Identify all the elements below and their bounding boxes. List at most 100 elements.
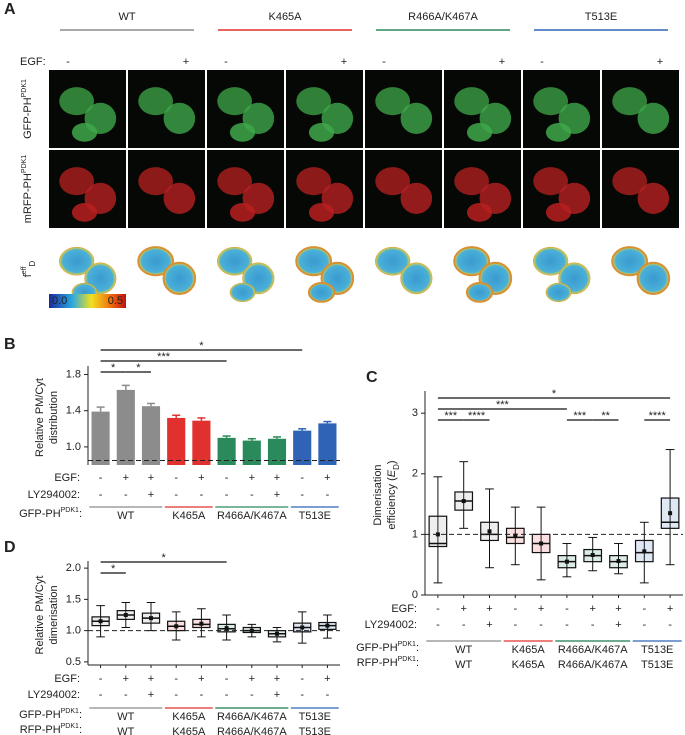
bar xyxy=(116,389,135,465)
mean xyxy=(513,533,518,538)
cell xyxy=(400,102,433,134)
group-label: WT xyxy=(455,644,472,656)
group-label: R466A/K467A xyxy=(217,726,287,735)
cell xyxy=(612,167,648,196)
group-label: R466A/K467A xyxy=(558,659,628,671)
y-tick-label: 1 xyxy=(412,528,418,540)
condition-sign: - xyxy=(225,472,229,484)
cell xyxy=(375,167,411,196)
y-tick-label: 0.5 xyxy=(66,656,81,668)
label-part: PDK1 xyxy=(61,723,79,730)
cell xyxy=(308,203,335,222)
condition-sign: + xyxy=(460,603,466,615)
significance-label: ** xyxy=(601,410,610,422)
condition-sign: - xyxy=(591,619,595,631)
bar xyxy=(242,440,261,465)
group-label: K465A xyxy=(512,644,546,656)
group-label: R466A/K467A xyxy=(558,644,628,656)
y-tick-label: 1.5 xyxy=(66,593,81,605)
label-part: distribution xyxy=(48,391,60,444)
label-part: GFP-PH xyxy=(356,642,398,654)
cell xyxy=(454,167,490,196)
label-part: PDK1 xyxy=(61,708,79,715)
cell xyxy=(229,123,256,142)
condition-sign: - xyxy=(250,489,254,501)
panel-label: C xyxy=(366,369,378,386)
cell xyxy=(611,246,649,277)
label-part: eff xyxy=(21,266,28,274)
label-part: mRFP-PH xyxy=(22,173,34,223)
condition-sign: + xyxy=(274,673,280,685)
cell xyxy=(375,87,411,116)
condition-sign: - xyxy=(200,489,204,501)
mean xyxy=(174,624,179,629)
condition-sign: - xyxy=(642,603,646,615)
condition-sign: - xyxy=(225,673,229,685)
mean xyxy=(461,499,466,504)
condition-sign: - xyxy=(224,56,228,68)
cell xyxy=(296,167,332,196)
condition-sign: - xyxy=(250,689,254,701)
y-tick-label: 1.4 xyxy=(66,405,81,417)
significance-label: * xyxy=(161,552,166,564)
cell xyxy=(466,203,493,222)
condition-sign: + xyxy=(341,56,347,68)
cell xyxy=(545,282,572,303)
condition-label: EGF: xyxy=(54,472,80,484)
label-part: : xyxy=(416,642,419,654)
construct-label: RFP-PHPDK1: xyxy=(357,656,419,669)
bar xyxy=(91,411,110,465)
cell xyxy=(217,87,253,116)
condition-sign: - xyxy=(668,619,672,631)
cell xyxy=(229,282,256,303)
condition-sign: + xyxy=(274,472,280,484)
label-part: RFP-PH xyxy=(20,724,61,735)
cell xyxy=(533,87,569,116)
group-label: K465A xyxy=(172,711,206,723)
group-label: WT xyxy=(117,726,134,735)
cell xyxy=(453,246,491,277)
condition-sign: - xyxy=(436,619,440,631)
cell xyxy=(612,87,648,116)
condition-sign: + xyxy=(148,472,154,484)
y-tick-label: 3 xyxy=(412,407,418,419)
group-label: T513E xyxy=(641,659,673,671)
label-part: PDK1 xyxy=(21,155,28,173)
construct-label: GFP-PHPDK1: xyxy=(356,641,419,654)
y-axis-label: Relative PM/Cyt xyxy=(34,378,46,457)
cell xyxy=(307,282,336,303)
condition-label: EGF: xyxy=(20,56,46,68)
label-part: E xyxy=(386,469,398,477)
cell xyxy=(466,123,493,142)
cell xyxy=(217,167,253,196)
label-part: GFP-PH xyxy=(22,97,34,139)
colorbar xyxy=(49,294,126,308)
construct-label: GFP-PHPDK1: xyxy=(19,507,82,520)
condition-sign: - xyxy=(99,472,103,484)
mean xyxy=(224,626,229,631)
group-label: K465A xyxy=(512,659,546,671)
condition-sign: - xyxy=(66,56,70,68)
condition-sign: + xyxy=(486,619,492,631)
condition-sign: - xyxy=(642,619,646,631)
condition-sign: + xyxy=(486,603,492,615)
mean xyxy=(300,625,305,630)
significance-label: * xyxy=(111,362,116,374)
cell xyxy=(375,246,411,276)
mean xyxy=(98,619,103,624)
cell xyxy=(295,246,333,277)
mean xyxy=(642,549,647,554)
condition-sign: - xyxy=(382,56,386,68)
box xyxy=(428,515,448,548)
group-label: R466A/K467A xyxy=(217,711,287,723)
significance-label: *** xyxy=(573,410,587,422)
row-label: feffD xyxy=(21,261,36,278)
condition-sign: + xyxy=(148,489,154,501)
bar xyxy=(141,406,161,465)
group-label: K465A xyxy=(172,510,206,522)
condition-sign: - xyxy=(565,603,569,615)
y-axis-label: dimerisation xyxy=(48,585,60,644)
condition-sign: - xyxy=(200,689,204,701)
condition-sign: - xyxy=(174,673,178,685)
